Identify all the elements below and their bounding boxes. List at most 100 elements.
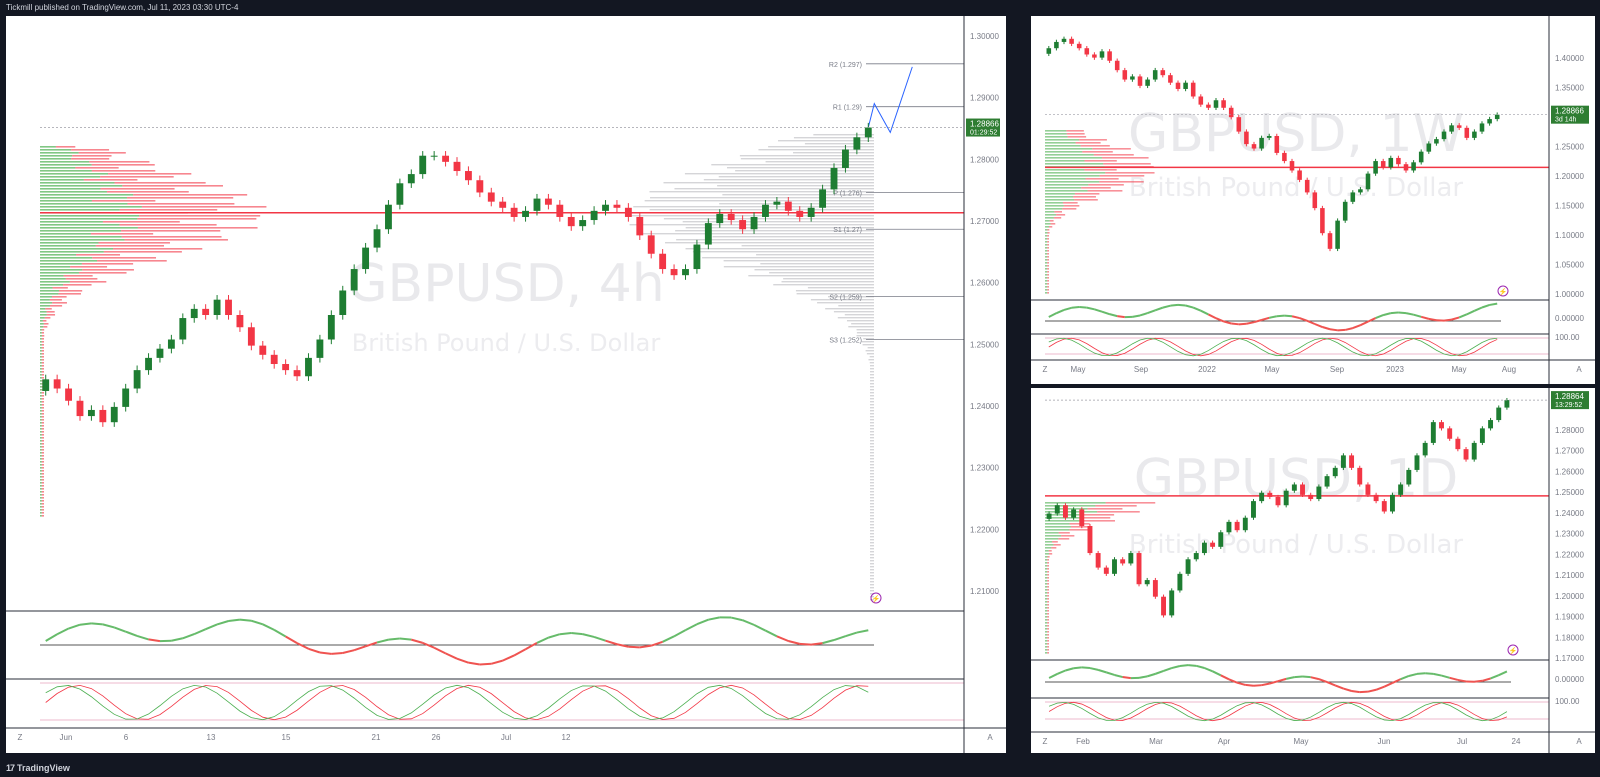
volume-profile-bar [768, 146, 874, 148]
volume-profile-bar-sell [1058, 532, 1070, 534]
candle-body [602, 204, 609, 211]
volume-profile-bar [703, 179, 874, 181]
rsi-segment [353, 645, 366, 652]
volume-profile-bar-buy [40, 197, 127, 199]
candle-body [1396, 157, 1401, 165]
volume-profile-bar [870, 551, 874, 553]
volume-profile-bar [870, 482, 874, 484]
auto-scale-button: A [987, 733, 993, 742]
volume-profile-bar-buy [40, 182, 115, 184]
volume-profile-bar-buy [1045, 613, 1048, 615]
volume-profile-bar-sell [1047, 637, 1049, 639]
rsi-segment [1073, 666, 1082, 670]
volume-profile-bar [870, 536, 874, 538]
volume-profile-bar-buy [40, 179, 84, 181]
lightning-icon-glyph: ⚡ [872, 594, 881, 603]
volume-profile-bar [869, 356, 874, 358]
candle-body [1289, 161, 1295, 171]
volume-profile-bar [675, 230, 874, 232]
volume-profile-bar-buy [1045, 283, 1048, 285]
candle-body [1472, 131, 1477, 138]
volume-profile-bar-buy [1045, 595, 1048, 597]
volume-profile-bar-buy [40, 482, 42, 484]
rsi-segment [1215, 317, 1224, 323]
candle-body [122, 388, 130, 407]
volume-profile-bar-sell [41, 458, 44, 460]
price-tick-label: 1.28000 [970, 155, 999, 164]
volume-profile-bar-buy [1045, 157, 1102, 159]
rsi-segment [788, 640, 800, 645]
candles [42, 122, 872, 427]
volume-profile-bar-sell [1047, 580, 1049, 582]
volume-profile-bar-sell [1079, 139, 1107, 141]
rsi-segment [1236, 681, 1246, 686]
candles [1046, 397, 1510, 618]
volume-profile-bar [870, 593, 874, 595]
rsi-segment [1253, 684, 1262, 687]
chart-daily[interactable]: GBPUSD, 1D British Pound / U.S. Dollar ⚡ 1.… [1031, 388, 1595, 753]
volume-profile-bar-buy [40, 293, 59, 295]
volume-profile-bar-buy [1045, 616, 1048, 618]
volume-profile-bar-sell [91, 200, 156, 202]
volume-profile-bar-buy [40, 164, 92, 166]
volume-profile-bar-sell [41, 329, 45, 331]
chart-panel-4h[interactable]: GBPUSD, 4h British Pound / U.S. Dollar R2 … [6, 16, 1006, 753]
volume-profile-bar [870, 365, 874, 367]
volume-profile-bar-sell [1075, 142, 1101, 144]
volume-profile-bar-sell [102, 221, 180, 223]
volume-profile-bar-sell [58, 293, 81, 295]
volume-profile-bar [778, 140, 874, 142]
volume-profile-bar-buy [1045, 580, 1048, 582]
candle-body [1373, 494, 1379, 502]
volume-profile-bar-buy [1045, 634, 1048, 636]
volume-profile-bar-buy [40, 488, 42, 490]
chart-weekly[interactable]: GBPUSD, 1W British Pound / U.S. Dollar ⚡ 1.… [1031, 16, 1595, 384]
candle-body [1324, 476, 1330, 487]
chart-panel-daily[interactable]: GBPUSD, 1D British Pound / U.S. Dollar ⚡ 1.… [1031, 388, 1595, 753]
volume-profile-bar-buy [1045, 133, 1067, 135]
rsi-segment [1106, 671, 1115, 676]
rsi-segment [1276, 314, 1285, 318]
volume-profile-bar-buy [40, 446, 42, 448]
volume-profile-bar [825, 308, 874, 310]
volume-profile-bar-buy [40, 149, 72, 151]
volume-profile-bar-sell [1047, 631, 1049, 633]
volume-profile-bar-buy [1045, 643, 1048, 645]
volume-profile-bar-sell [106, 191, 189, 193]
volume-profile-bar-sell [98, 242, 170, 244]
chart-4h[interactable]: GBPUSD, 4h British Pound / U.S. Dollar R2 … [6, 16, 1006, 753]
volume-profile-bar-buy [40, 383, 42, 385]
volume-profile-bar-buy [1045, 289, 1048, 291]
price-tick-label: 1.28000 [1555, 426, 1584, 435]
volume-profile-bar-buy [40, 461, 42, 463]
volume-profile-bar-buy [1045, 145, 1081, 147]
chart-panel-weekly[interactable]: GBPUSD, 1W British Pound / U.S. Dollar ⚡ 1.… [1031, 16, 1595, 384]
candle-body [1304, 179, 1310, 193]
candle-body [636, 216, 644, 236]
rsi-segment [433, 646, 447, 655]
volume-profile-bar-buy [40, 413, 42, 415]
tradingview-logo[interactable]: 17 TradingView [6, 763, 70, 773]
rsi-segment [1344, 327, 1354, 331]
volume-profile-bar-sell [45, 308, 52, 310]
time-tick-label: 12 [562, 733, 571, 742]
volume-profile-bar-sell [121, 236, 222, 238]
volume-profile-bar-sell [1047, 634, 1049, 636]
candle-body [145, 357, 152, 371]
publish-header-text: Tickmill published on TradingView.com, J… [6, 3, 239, 12]
volume-profile-bar-sell [1047, 241, 1049, 243]
lightning-icon-glyph: ⚡ [1499, 287, 1508, 296]
rsi-segment [673, 629, 686, 638]
volume-profile-bar-buy [1045, 169, 1085, 171]
rsi-segment [319, 651, 332, 655]
rsi-segment [776, 635, 789, 642]
candle-body [1342, 201, 1348, 221]
volume-profile-bar-buy [1045, 193, 1075, 195]
candle-body [1099, 51, 1105, 58]
volume-profile-bar-buy [40, 434, 42, 436]
rsi-segment [1398, 311, 1407, 315]
volume-profile-bar-sell [1047, 625, 1049, 627]
candle-body [1494, 114, 1500, 120]
volume-profile-bar [758, 149, 874, 151]
